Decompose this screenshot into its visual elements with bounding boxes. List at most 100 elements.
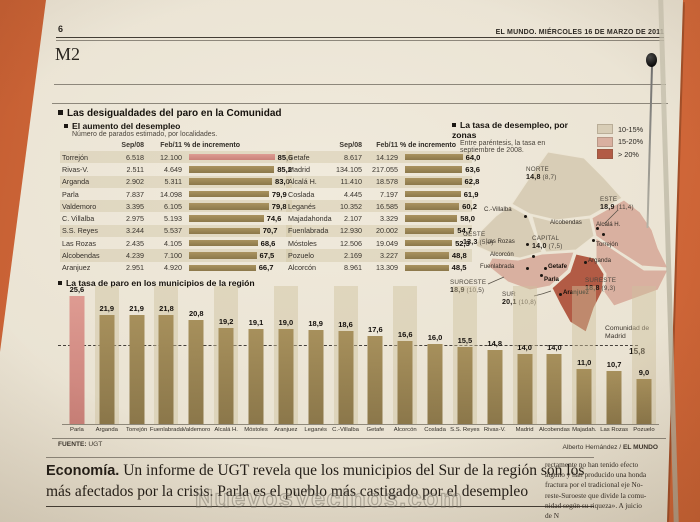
increase-bar-cell: 68,6: [184, 239, 292, 248]
table-row: Getafe 8.617 14.129 64,0: [286, 151, 480, 164]
bullet-square-icon: [58, 110, 63, 115]
increase-bar: [405, 239, 453, 247]
chart-bar: [338, 331, 354, 424]
unemployment-bar-chart: Comunidad de Madrid 15,8 25,6 Parla 21,9 Ar…: [58, 285, 659, 434]
table-row: Coslada 4.445 7.197 61,9: [286, 188, 478, 200]
increase-percent: 61,9: [463, 189, 479, 199]
locality-name: Aranjuez: [62, 263, 91, 273]
increase-percent: 66,7: [258, 263, 274, 273]
chart-bar-name: Coslada: [424, 427, 446, 433]
increase-percent: 62,8: [464, 177, 480, 187]
column-header: Feb/11: [160, 142, 182, 149]
zone-shape-suroeste: [487, 251, 575, 291]
increase-bar: [405, 166, 463, 173]
increase-percent: 67,5: [259, 251, 275, 261]
chart-column: 16,0 Coslada: [420, 288, 450, 433]
chart-bar-value: 21,8: [159, 304, 174, 313]
increase-bar: [189, 264, 256, 272]
increase-percent: 83,0: [275, 177, 290, 187]
watermark: NuevosVecinos.com: [194, 484, 464, 513]
chart-bar-value: 15,5: [457, 335, 473, 345]
chart-bar-value: 14,0: [547, 343, 562, 352]
city-label: Alcorcón: [490, 251, 514, 258]
increase-percent: 48,8: [451, 251, 467, 261]
increase-bar: [405, 178, 462, 185]
increase-table-right: Sep/08 Feb/11% de incremento Getafe 8.617 14…: [286, 140, 480, 274]
locality-name: Coslada: [288, 189, 315, 199]
legend-item: > 20%: [597, 148, 643, 161]
table-row: Pozuelo 2.169 3.227 48,8: [286, 249, 472, 262]
legend-item: 10-15%: [597, 123, 643, 136]
city-dot-icon: [540, 274, 543, 277]
chart-column: 21,9 Torrejón: [122, 288, 152, 434]
table-row: Alcobendas 4.239 7.100 67,5: [60, 249, 292, 262]
increase-percent: 64,0: [465, 152, 481, 162]
city-dot-icon: [592, 239, 595, 242]
chart-bar: [487, 350, 503, 424]
chart-bar-value: 21,9: [99, 303, 115, 313]
increase-table-left: Sep/08 Feb/11% de incremento Torrejón 6.518…: [60, 140, 292, 274]
chart-bar-name: S.S. Reyes: [450, 427, 480, 433]
locality-name: Arganda: [62, 177, 90, 187]
table-row: C. Villalba 2.975 5.193 74,6: [60, 212, 292, 224]
chart-bar: [517, 354, 533, 424]
dateline: EL MUNDO. MIÉRCOLES 16 DE MARZO DE 2011: [495, 29, 664, 36]
chart-bar-value: 10,7: [606, 359, 622, 369]
source-rule: [52, 438, 666, 439]
chart-bar-value: 25,6: [69, 285, 85, 294]
snippet-line: reste-Suroeste que divide la comu-: [545, 490, 647, 500]
chart-bar-name: Arganda: [95, 427, 118, 433]
zone-shape-oeste: [475, 205, 543, 259]
increase-bar-cell: 54,7: [400, 226, 472, 235]
infographic-title: Las desigualdades del paro en la Comunid…: [58, 108, 282, 119]
chart-bar-value: 18,6: [338, 320, 353, 329]
chart-bar: [576, 369, 592, 424]
increase-percent: 68,6: [260, 238, 276, 248]
increase-bar-cell: 70,7: [184, 226, 292, 235]
headline-rule-bottom: [46, 506, 594, 507]
feb11-value: 4.649: [164, 164, 182, 174]
sep08-value: 134.105: [336, 164, 362, 174]
table-row: Valdemoro 3.395 6.105 79,8: [60, 200, 292, 213]
column-header: Sep/08: [339, 142, 362, 149]
feb11-value: 217.055: [372, 164, 398, 174]
feb11-value: 7.100: [164, 251, 182, 261]
chart-bar: [636, 379, 652, 424]
source: FUENTE: UGT: [58, 441, 103, 448]
locality-name: Alcobendas: [62, 251, 100, 261]
chart-column: 18,9 Leganés: [301, 288, 331, 434]
chart-bar-value: 11,0: [577, 358, 592, 367]
feb11-value: 19.049: [376, 238, 398, 248]
table-row: Alcorcón 8.961 13.309 48,5: [286, 262, 472, 274]
sep08-value: 2.902: [126, 177, 144, 187]
increase-percent: 58,0: [460, 214, 475, 224]
locality-name: Pozuelo: [288, 251, 314, 261]
snippet-line: nidad según su riqueza». A juicio: [545, 500, 642, 510]
city-dot-icon: [526, 243, 529, 246]
increase-percent: 60,2: [462, 201, 477, 211]
feb11-value: 14.098: [160, 189, 182, 199]
credit: Alberto Hernández / EL MUNDO: [562, 444, 658, 451]
column-header: % de incremento: [184, 142, 241, 149]
feb11-value: 12.100: [160, 152, 182, 162]
chart-column: 21,8 Fuenlabrada: [150, 288, 183, 433]
column-header: Sep/08: [121, 142, 144, 149]
city-label: Alcobendas: [550, 219, 582, 226]
city-dot-icon: [596, 227, 599, 230]
sep08-value: 12.930: [340, 226, 362, 236]
increase-table-subtitle: Número de parados estimado, por localida…: [72, 131, 218, 138]
zone-map-header: La tasa de desempleo, por zonas Entre pa…: [452, 120, 568, 154]
increase-bar: [405, 252, 449, 259]
sep08-value: 8.617: [344, 152, 362, 162]
pin-head-icon: [646, 53, 657, 67]
sep08-value: 3.395: [126, 201, 144, 211]
chart-bar-value: 17,6: [368, 325, 383, 334]
bullet-square-icon: [58, 281, 62, 285]
increase-bar-cell: 64,0: [400, 153, 480, 162]
feb11-value: 4.920: [164, 263, 182, 273]
increase-bar-cell: 79,8: [184, 202, 292, 211]
chart-bar-value: 18,9: [308, 318, 323, 328]
increase-bar-cell: 62,8: [400, 177, 479, 186]
chart-bar-name: Alcorcón: [393, 427, 417, 433]
chart-bar: [278, 329, 294, 424]
